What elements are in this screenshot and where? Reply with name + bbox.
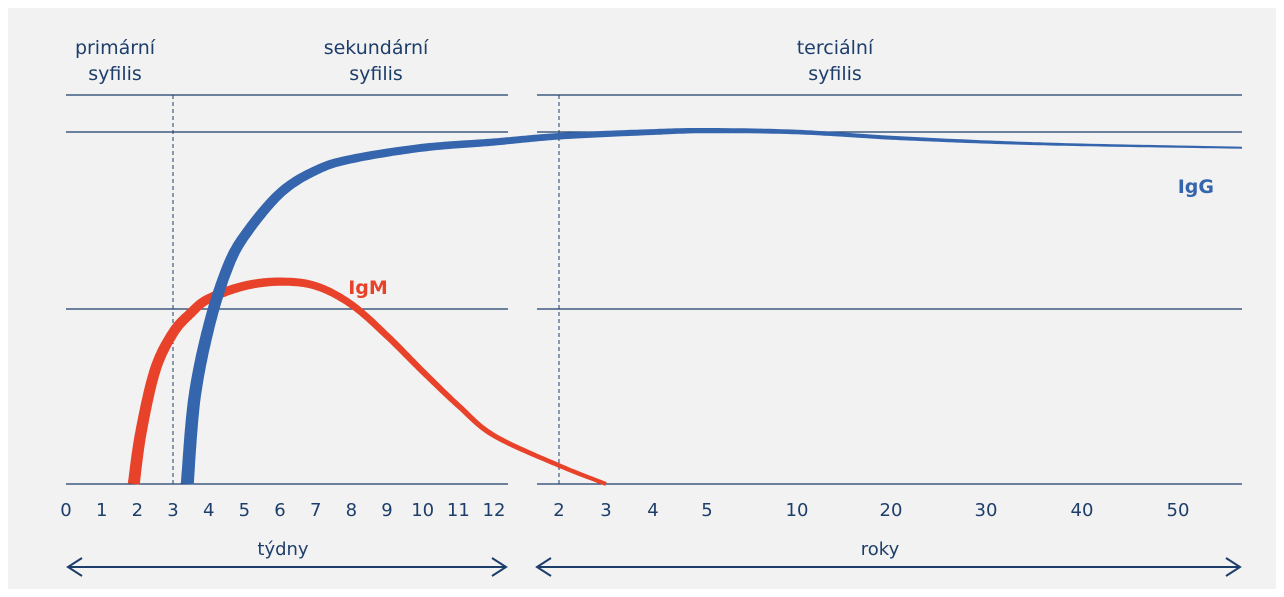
- phase-boundary-layer: [172, 95, 560, 484]
- series-IgM-curve: [127, 277, 607, 486]
- tick-label-1-4: 10: [786, 500, 809, 521]
- axis-arrow-0-right-head: [491, 557, 508, 577]
- axis-arrow-1-left-head: [535, 557, 552, 577]
- tick-label-0-7: 7: [310, 500, 321, 521]
- phase-label-2-line-1: syfilis: [808, 63, 862, 85]
- series-label-IgG: IgG: [1178, 176, 1214, 198]
- tick-label-0-12: 12: [483, 500, 506, 521]
- phase-label-0-line-1: syfilis: [88, 63, 142, 85]
- phase-label-0-line-0: primární: [75, 37, 156, 59]
- tick-label-1-2: 4: [647, 500, 658, 521]
- phase-label-1-line-0: sekundární: [324, 37, 429, 59]
- tick-label-0-11: 11: [447, 500, 470, 521]
- axis-arrow-1-right-head: [1225, 557, 1242, 577]
- series-label-IgM: IgM: [348, 277, 388, 299]
- tick-label-1-3: 5: [701, 500, 712, 521]
- arrow-layer: [66, 557, 1242, 577]
- tick-label-1-5: 20: [880, 500, 903, 521]
- axis-unit-label-0: týdny: [257, 539, 309, 560]
- axis-arrow-0-left-head: [66, 557, 83, 577]
- tick-label-1-0: 2: [553, 500, 564, 521]
- tick-label-1-1: 3: [600, 500, 611, 521]
- tick-label-0-1: 1: [96, 500, 107, 521]
- tick-label-1-8: 50: [1167, 500, 1190, 521]
- tick-label-0-10: 10: [411, 500, 434, 521]
- series-layer: [127, 128, 1242, 486]
- tick-label-0-8: 8: [346, 500, 357, 521]
- tick-label-0-6: 6: [274, 500, 285, 521]
- tick-label-1-7: 40: [1071, 500, 1094, 521]
- tick-label-0-5: 5: [239, 500, 250, 521]
- tick-label-1-6: 30: [975, 500, 998, 521]
- tick-label-0-4: 4: [203, 500, 214, 521]
- text-layer: primární syfilis sekundární syfilis terciáln…: [60, 37, 1214, 560]
- axis-unit-label-1: roky: [861, 539, 900, 560]
- tick-label-0-0: 0: [60, 500, 71, 521]
- tick-label-0-9: 9: [381, 500, 392, 521]
- tick-label-0-3: 3: [167, 500, 178, 521]
- phase-label-2-line-0: terciální: [797, 37, 874, 59]
- phase-label-1-line-1: syfilis: [349, 63, 403, 85]
- tick-label-0-2: 2: [132, 500, 143, 521]
